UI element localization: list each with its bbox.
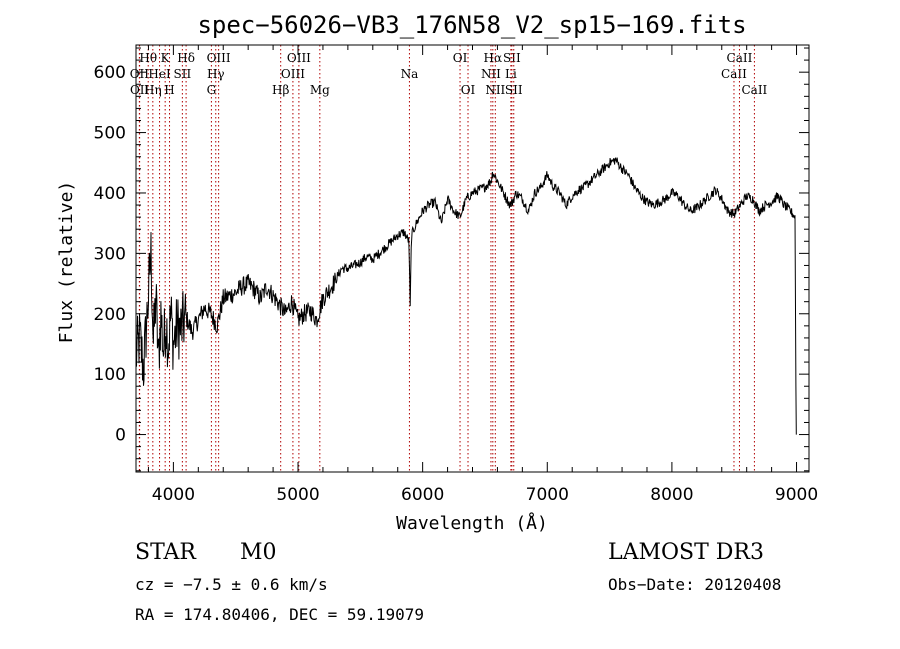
- y-tick-label-500: 500: [94, 124, 126, 144]
- line-label-2: Hθ: [139, 51, 157, 65]
- line-label-22: Li: [505, 67, 517, 81]
- y-tick-label-400: 400: [94, 184, 126, 204]
- survey-label: LAMOST DR3: [608, 540, 764, 565]
- coordinates-text: RA = 174.80406, DEC = 59.19079: [135, 605, 424, 624]
- line-label-5: K: [161, 51, 171, 65]
- line-label-25: CaII: [721, 67, 747, 81]
- spectral-subclass: M0: [240, 540, 277, 565]
- x-tick-label-5000: 5000: [276, 485, 319, 505]
- line-label-3: Hη: [144, 83, 162, 97]
- object-class: STAR: [135, 540, 196, 565]
- line-label-17: OI: [453, 51, 468, 65]
- line-label-7: SII: [174, 67, 192, 81]
- spectrum-series-flux: [135, 157, 797, 435]
- y-axis-label: Flux (relative): [56, 181, 77, 344]
- line-label-23: SII: [503, 51, 521, 65]
- x-tick-label-7000: 7000: [526, 485, 569, 505]
- plot-area: OIIOIIHθHηHeIKHSIIHδGHγOIIIHβOIIIOIIIMgN…: [94, 44, 818, 505]
- x-tick-label-8000: 8000: [650, 485, 693, 505]
- line-label-8: Hδ: [177, 51, 195, 65]
- line-label-16: Na: [401, 67, 419, 81]
- line-label-15: Mg: [310, 83, 330, 97]
- line-label-11: OIII: [207, 51, 231, 65]
- x-tick-label-4000: 4000: [152, 485, 195, 505]
- line-label-4: HeI: [148, 67, 171, 81]
- x-tick-label-6000: 6000: [401, 485, 444, 505]
- y-tick-label-200: 200: [94, 305, 126, 325]
- line-label-13: OIII: [281, 67, 305, 81]
- redshift-text: cz = −7.5 ± 0.6 km/s: [135, 575, 328, 594]
- line-label-21: NII: [485, 83, 505, 97]
- y-tick-label-100: 100: [94, 365, 126, 385]
- obs-date-text: Obs−Date: 20120408: [608, 575, 782, 594]
- x-tick-label-9000: 9000: [775, 485, 818, 505]
- line-label-27: CaII: [741, 83, 767, 97]
- line-label-26: CaII: [727, 51, 753, 65]
- line-label-20: Hα: [484, 51, 503, 65]
- line-label-9: G: [207, 83, 217, 97]
- line-label-12: Hβ: [272, 83, 289, 97]
- y-tick-label-300: 300: [94, 244, 126, 264]
- line-label-24: SII: [505, 83, 523, 97]
- plot-frame: [135, 44, 810, 473]
- line-label-18: OI: [461, 83, 476, 97]
- line-label-10: Hγ: [207, 67, 225, 81]
- line-label-6: H: [164, 83, 174, 97]
- chart-title: spec−56026−VB3_176N58_V2_sp15−169.fits: [197, 11, 746, 39]
- x-axis-label: Wavelength (Å): [396, 512, 548, 534]
- line-label-14: OIII: [287, 51, 311, 65]
- line-label-1: OII: [130, 83, 150, 97]
- y-tick-label-0: 0: [115, 426, 126, 446]
- line-label-19: NII: [481, 67, 501, 81]
- y-tick-label-600: 600: [94, 63, 126, 83]
